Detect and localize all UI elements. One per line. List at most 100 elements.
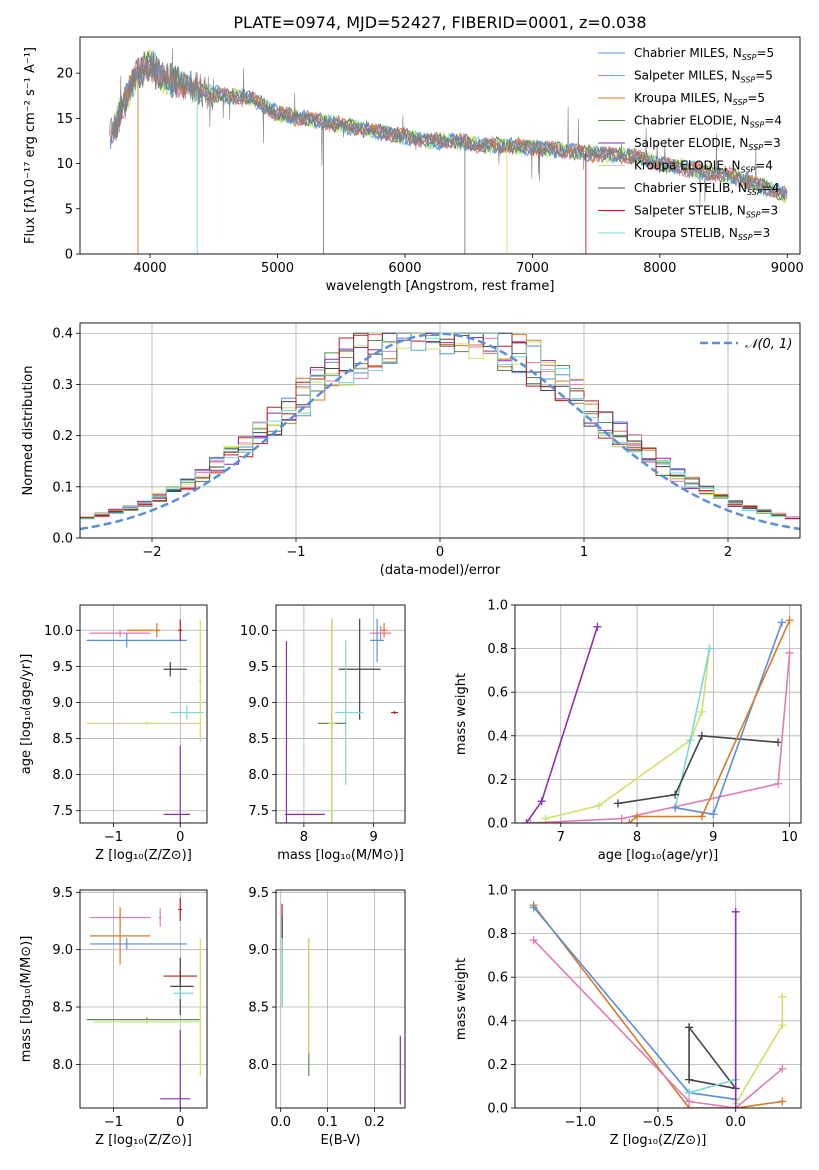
y-axis-label: mass weight [454,958,469,1040]
mass-weight-marker [593,622,602,631]
legend-label: Kroupa STELIB, NSSP=3 [634,226,770,242]
mass-weight-marker [685,1075,694,1084]
mass-weight-marker [537,797,546,806]
mass-weight-marker [697,707,706,716]
y-tick-label: 9.0 [248,696,269,711]
axes-frame [79,604,208,824]
mass-weight-marker [785,648,794,657]
y-tick-label: 0.8 [487,642,508,657]
mass-weight-marker [526,819,535,823]
plot-area [109,48,788,254]
mass-weight-marker [697,731,706,740]
mass-weight-marker [709,810,718,819]
x-tick-label: 0.1 [317,1115,338,1130]
plot-area [80,332,800,538]
x-tick-label: 9 [369,830,377,845]
panel-mass_vs_ebv: 0.0 0.1 0.2 8.0 8.5 9.0 9.5 E(B-V) [248,886,406,1148]
legend-label: Chabrier MILES, NSSP=5 [634,46,774,62]
y-tick-label: 0.1 [52,480,73,495]
legend-label: Kroupa ELODIE, NSSP=4 [634,159,773,175]
mass-weight-marker [685,1088,694,1097]
x-tick-label: 7000 [516,261,549,276]
x-axis-label: (data-model)/error [380,563,501,578]
y-tick-label: 0 [65,248,73,263]
plot-area [86,619,204,823]
x-tick-label: 0.0 [725,1115,746,1130]
plot-area [529,901,787,1108]
y-tick-label: 8.5 [52,732,73,747]
x-tick-label: 0.0 [270,1115,291,1130]
mass-weight-marker [774,738,783,747]
axes-frame [514,889,802,1109]
axes-frame [79,36,801,255]
mass-weight-marker [625,819,634,823]
mass-weight-marker [529,936,538,945]
mass-weight-line [628,619,791,823]
x-axis-label: Z [log₁₀(Z/Z⊙)] [95,848,192,863]
plot-area [522,616,794,823]
panel-mass_weight_vs_age: 7 8 9 10 0.0 0.2 0.4 0.6 0.8 1.0 age [log₁₀(age/yr… [454,599,802,863]
x-tick-label: −0.5 [642,1115,674,1130]
y-tick-label: 10.0 [240,624,269,639]
y-tick-label: 0.4 [487,729,508,744]
mass-weight-marker [594,801,603,810]
mass-weight-marker [613,799,622,808]
x-axis-label: Z [log₁₀(Z/Z⊙)] [610,1133,707,1148]
legend-label: Salpeter STELIB, NSSP=3 [634,204,778,220]
y-tick-label: 7.5 [248,804,269,819]
plot-area [281,903,401,1105]
y-axis-label: Flux [fλ10⁻¹⁷ erg cm⁻² s⁻¹ A⁻¹] [23,47,38,244]
x-tick-label: −1 [286,545,305,560]
x-tick-label: −1.0 [564,1115,596,1130]
y-tick-label: 5 [65,202,73,217]
panel-mass_weight_vs_Z: −1.0 −0.5 0.0 0.0 0.2 0.4 0.6 0.8 1.0 Z [log₁₀(Z/… [454,884,802,1148]
y-tick-label: 8.5 [52,1001,73,1016]
y-tick-label: 9.0 [52,696,73,711]
x-tick-label: 2 [724,545,732,560]
y-axis-label: mass [log₁₀(M/M⊙)] [19,936,34,1063]
panel-spectrum: 4000 5000 6000 7000 8000 9000 0 5 10 15 20 waveleng… [23,36,804,294]
panel-age_vs_mass: 8 9 7.5 8.0 8.5 9.0 9.5 10.0 mass [log₁₀(M/M⊙)] [240,604,406,863]
mass-weight-marker [778,992,787,1001]
mass-weight-line [688,933,737,1094]
y-tick-label: 0.4 [52,327,73,342]
y-tick-label: 8.5 [248,732,269,747]
plot-area [86,898,202,1108]
x-axis-label: age [log₁₀(age/yr)] [598,848,719,863]
axes-frame [514,604,802,824]
legend-label: Salpeter MILES, NSSP=5 [634,69,773,85]
mass-weight-marker [685,1097,694,1106]
y-tick-label: 1.0 [487,599,508,614]
mass-weight-marker [777,618,786,627]
y-tick-label: 9.5 [248,660,269,675]
mass-weight-marker [778,1021,787,1030]
x-tick-label: 8 [300,830,308,845]
x-tick-label: 1 [580,545,588,560]
mass-weight-marker [731,907,740,916]
x-axis-label: wavelength [Angstrom, rest frame] [326,279,555,294]
mass-weight-line [545,648,711,820]
mass-weight-line [533,939,783,1108]
x-tick-label: 9 [709,830,717,845]
y-tick-label: 8.0 [52,1058,73,1073]
y-tick-label: 7.5 [52,804,73,819]
y-tick-label: 9.5 [52,660,73,675]
x-axis-label: mass [log₁₀(M/M⊙)] [277,848,404,863]
x-axis-label: E(B-V) [320,1133,360,1148]
y-tick-label: 0.4 [487,1014,508,1029]
y-tick-label: 0.8 [487,927,508,942]
data-spectrum-line [109,48,788,205]
y-axis-label: Normed distribution [21,366,36,496]
y-axis-label: age [log₁₀(age/yr)] [19,654,34,775]
mass-weight-marker [522,819,531,823]
x-tick-label: −1 [104,830,123,845]
y-tick-label: 0.0 [52,532,73,547]
y-tick-label: 8.0 [248,768,269,783]
mass-weight-line [688,1026,738,1090]
x-tick-label: 4000 [134,261,167,276]
mass-weight-marker [731,1104,740,1108]
legend-label: Chabrier ELODIE, NSSP=4 [634,114,782,130]
y-tick-label: 8.0 [248,1058,269,1073]
mass-weight-marker [541,814,550,823]
